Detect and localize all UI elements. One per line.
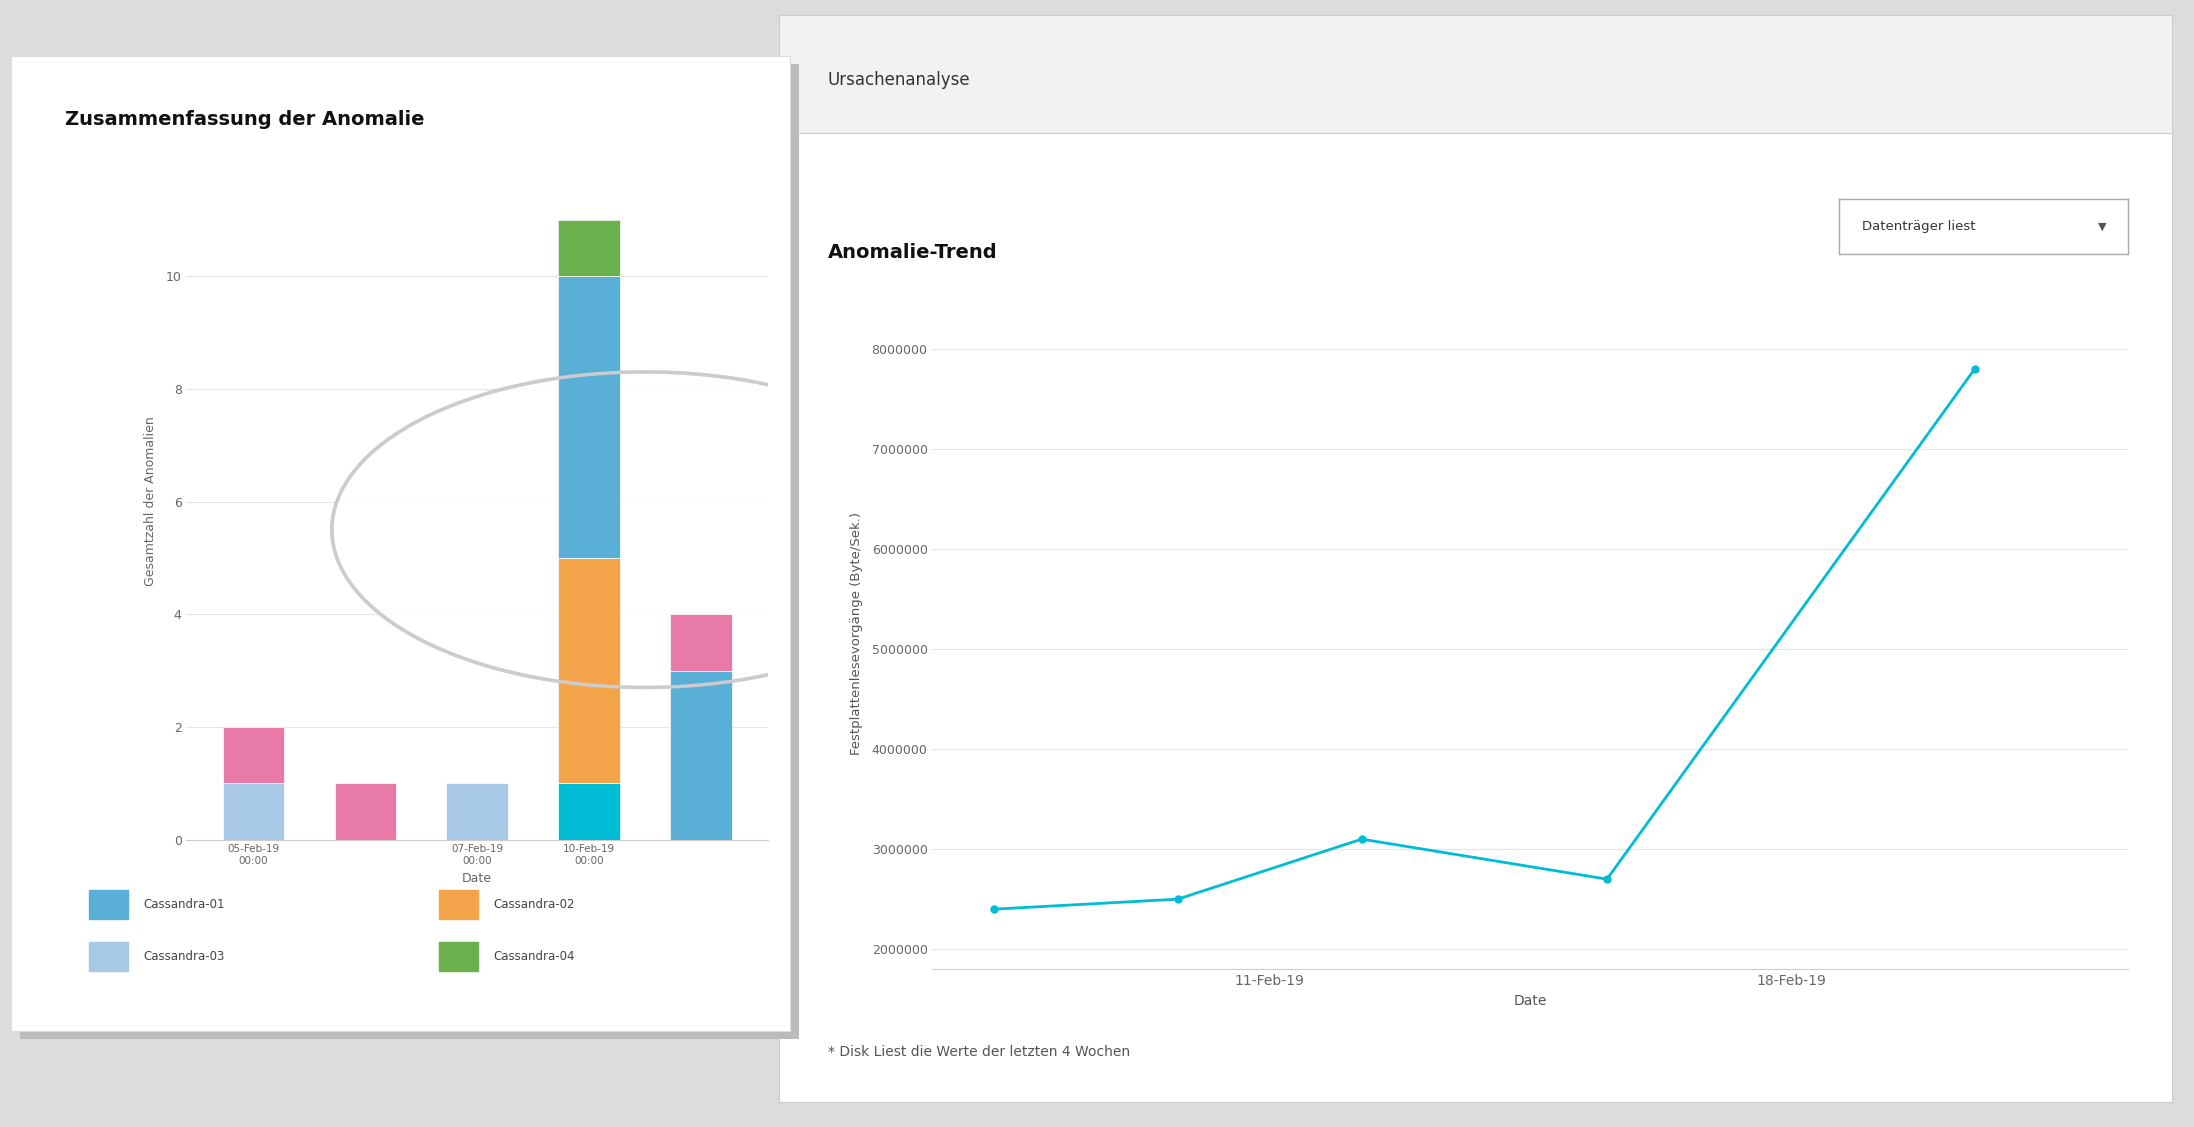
Y-axis label: Festplattenlesevorgänge (Byte/Sek.): Festplattenlesevorgänge (Byte/Sek.) xyxy=(851,513,862,755)
Bar xyxy=(557,558,619,783)
Bar xyxy=(557,276,619,558)
Bar xyxy=(557,783,619,840)
Bar xyxy=(224,727,285,783)
Bar xyxy=(88,941,127,970)
Bar xyxy=(669,614,731,671)
Text: Anomalie-Trend: Anomalie-Trend xyxy=(827,243,998,263)
Bar xyxy=(557,220,619,276)
Text: Ursachenanalyse: Ursachenanalyse xyxy=(827,71,970,89)
Bar xyxy=(669,671,731,840)
Bar xyxy=(557,558,619,783)
Text: Cassandra-01: Cassandra-01 xyxy=(143,898,224,911)
Bar xyxy=(224,783,285,840)
Text: Datenträger liest: Datenträger liest xyxy=(1863,220,1975,233)
Bar xyxy=(439,941,478,970)
Circle shape xyxy=(331,372,959,687)
Bar xyxy=(336,783,397,840)
Y-axis label: Gesamtzahl der Anomalien: Gesamtzahl der Anomalien xyxy=(145,417,158,586)
Text: Cassandra-02: Cassandra-02 xyxy=(494,898,575,911)
Bar xyxy=(445,783,509,840)
X-axis label: Date: Date xyxy=(463,871,491,885)
Bar xyxy=(669,671,731,840)
Bar xyxy=(557,220,619,276)
Text: ▼: ▼ xyxy=(2097,222,2106,231)
Text: Cassandra-03: Cassandra-03 xyxy=(143,950,224,962)
Bar xyxy=(557,783,619,840)
Bar xyxy=(557,276,619,558)
Bar xyxy=(439,890,478,920)
Bar xyxy=(88,890,127,920)
Bar xyxy=(669,614,731,671)
Text: Wahrscheinliche Anomalie in Cassandra 123.456.78.901 entdeckt: Wahrscheinliche Anomalie in Cassandra 12… xyxy=(827,101,1803,127)
X-axis label: Date: Date xyxy=(1514,994,1547,1008)
Text: * Disk Liest die Werte der letzten 4 Wochen: * Disk Liest die Werte der letzten 4 Woc… xyxy=(827,1045,1130,1058)
Text: Zusammenfassung der Anomalie: Zusammenfassung der Anomalie xyxy=(66,110,426,128)
Text: Cassandra-04: Cassandra-04 xyxy=(494,950,575,962)
